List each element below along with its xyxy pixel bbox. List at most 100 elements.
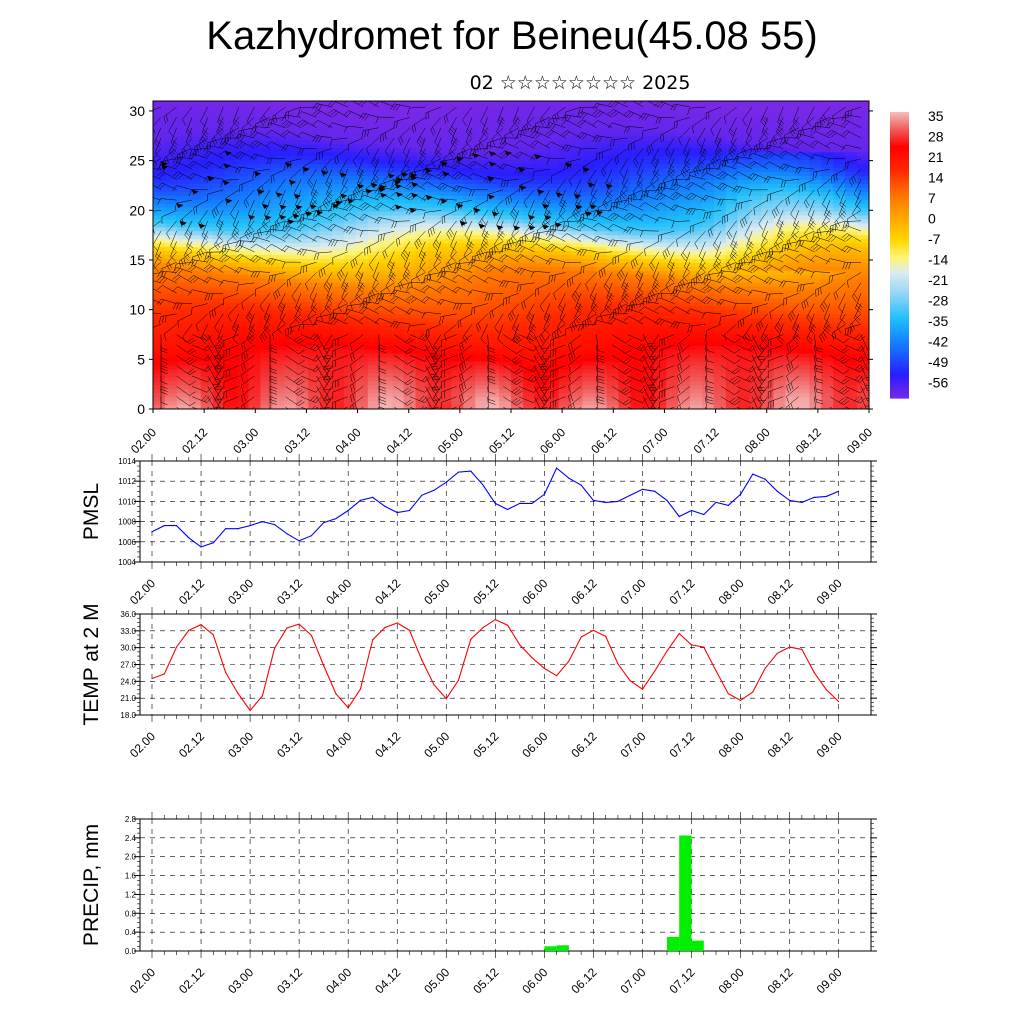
temp-panel-point xyxy=(188,629,190,631)
temp-panel-point xyxy=(641,688,644,690)
temp-panel-point xyxy=(212,634,214,636)
temp-panel-x-tick-label: 05.12 xyxy=(470,729,501,760)
pmsl-panel-x-tick-label: 04.12 xyxy=(372,576,403,607)
pmsl-panel-point xyxy=(494,502,496,504)
pmsl-panel-y-tick-label: 1014 xyxy=(118,457,136,466)
precip-panel-y-tick-label: 0.8 xyxy=(125,909,137,918)
colorbar-label: 28 xyxy=(928,129,944,145)
precip-panel-x-tick-label: 04.00 xyxy=(323,965,354,996)
cs-x-tick-label: 04.12 xyxy=(384,425,415,456)
temp-panel-point xyxy=(482,626,484,629)
pmsl-panel-point xyxy=(629,494,631,496)
pmsl-panel-point xyxy=(556,467,558,469)
precip-panel-y-tick-label: 2.0 xyxy=(125,853,137,862)
pmsl-panel-point xyxy=(764,478,766,480)
temp-panel-point xyxy=(372,639,374,641)
precip-panel-y-tick-label: 1.6 xyxy=(125,872,137,881)
colorbar-label: 14 xyxy=(928,170,944,186)
colorbar-label: -42 xyxy=(928,334,948,350)
pmsl-panel-point xyxy=(740,493,742,495)
temp-panel-point xyxy=(690,644,693,646)
temp-panel-point xyxy=(384,626,386,629)
cs-y-tick-label: 15 xyxy=(129,252,145,268)
cs-x-tick-label: 02.12 xyxy=(179,425,210,456)
chart-subtitle: 02 ☆☆☆☆☆☆☆☆ 2025 xyxy=(469,72,691,94)
pmsl-panel-point xyxy=(457,471,460,473)
cs-x-tick-label: 07.12 xyxy=(691,425,722,456)
temp-panel-point xyxy=(494,619,496,621)
temp-panel-point xyxy=(163,673,165,675)
temp-panel-x-tick-label: 02.12 xyxy=(176,729,207,760)
pmsl-panel-x-tick-label: 03.00 xyxy=(225,576,256,607)
temp-panel-point xyxy=(323,665,325,667)
temp-panel-x-tick-label: 03.12 xyxy=(274,729,305,760)
pmsl-panel-point xyxy=(666,499,668,501)
pmsl-panel-point xyxy=(274,524,276,526)
temp-panel-y-tick-label: 33.0 xyxy=(120,627,136,636)
precip-panel-x-tick-label: 05.12 xyxy=(470,965,501,996)
cs-x-tick-label: 08.00 xyxy=(742,425,773,456)
pmsl-panel-point xyxy=(617,500,619,502)
temp-panel-point xyxy=(261,695,263,697)
pmsl-panel-point xyxy=(789,499,791,501)
pmsl-panel: 02.00 02.12 03.00 03.12 04.00 04.12 05.00 05.12… xyxy=(80,454,877,607)
pmsl-panel-point xyxy=(200,546,202,548)
cs-x-tick-label: 07.00 xyxy=(639,425,670,456)
precip-panel-x-tick-label: 07.12 xyxy=(666,965,697,996)
pmsl-panel-point xyxy=(237,528,239,530)
temp-panel-point xyxy=(813,671,815,674)
pmsl-panel-point xyxy=(384,505,386,507)
pmsl-panel-point xyxy=(151,531,153,533)
temp-panel-y-tick-label: 21.0 xyxy=(120,694,136,703)
temp-panel-point xyxy=(580,636,582,638)
temp-panel-x-tick-label: 06.00 xyxy=(519,729,550,760)
precip-panel-x-tick-label: 07.00 xyxy=(617,965,648,996)
pmsl-panel-point xyxy=(801,501,803,503)
cs-x-tick-label: 06.00 xyxy=(537,425,568,456)
pmsl-panel-point xyxy=(654,490,656,492)
pmsl-panel-point xyxy=(838,490,840,492)
pmsl-panel-x-tick-label: 08.00 xyxy=(716,576,747,607)
temp-panel-point xyxy=(838,700,840,703)
temp-panel-y-tick-label: 18.0 xyxy=(120,711,136,720)
precip-panel-x-tick-label: 03.00 xyxy=(225,965,256,996)
temp-panel-x-tick-label: 04.00 xyxy=(323,729,354,760)
temp2m-panel: 02.00 02.12 03.00 03.12 04.00 04.12 05.00 05.12… xyxy=(80,603,877,760)
pmsl-panel-point xyxy=(433,489,435,491)
pmsl-panel-x-tick-label: 06.12 xyxy=(568,576,599,607)
temp-panel-point xyxy=(531,657,533,659)
temp-panel-x-tick-label: 03.00 xyxy=(225,729,256,760)
pmsl-panel-y-tick-label: 1012 xyxy=(118,477,136,486)
cs-x-tick-label: 03.00 xyxy=(230,425,261,456)
pmsl-panel-y-tick-label: 1004 xyxy=(118,558,136,567)
pmsl-panel-point xyxy=(727,504,729,506)
pmsl-panel-point xyxy=(212,542,214,544)
cs-x-tick-label: 02.00 xyxy=(128,425,159,456)
colorbar-label: 7 xyxy=(928,190,936,206)
pmsl-panel-point xyxy=(641,488,644,490)
pmsl-panel-x-tick-label: 04.00 xyxy=(323,576,354,607)
precip-bar xyxy=(679,835,692,951)
precip-panel-x-tick-label: 02.12 xyxy=(176,965,207,996)
pmsl-panel-point xyxy=(776,490,778,492)
pmsl-panel-point xyxy=(298,540,300,542)
colorbar-label: -49 xyxy=(928,354,948,370)
temp-panel-point xyxy=(568,660,570,662)
temp-panel-x-tick-label: 04.12 xyxy=(372,729,403,760)
pmsl-panel-point xyxy=(323,522,325,524)
temp-panel-point xyxy=(825,689,828,691)
pmsl-panel-point xyxy=(261,521,263,523)
temp-panel-x-tick-label: 07.00 xyxy=(617,729,648,760)
pmsl-panel-x-tick-label: 06.00 xyxy=(519,576,550,607)
pmsl-panel-point xyxy=(592,499,595,501)
precip-panel-x-tick-label: 08.12 xyxy=(765,965,796,996)
temp-panel-point xyxy=(286,627,288,629)
pmsl-panel-x-tick-label: 02.00 xyxy=(127,576,158,607)
precip-panel-y-tick-label: 2.4 xyxy=(125,834,137,843)
pmsl-panel-point xyxy=(568,477,570,479)
temp-panel-x-tick-label: 09.00 xyxy=(814,729,845,760)
temp-panel-point xyxy=(445,698,447,700)
temp-panel-x-tick-label: 08.00 xyxy=(716,729,747,760)
precip-panel-y-tick-label: 0.4 xyxy=(125,928,137,937)
pmsl-panel-y-tick-label: 1008 xyxy=(118,518,136,527)
